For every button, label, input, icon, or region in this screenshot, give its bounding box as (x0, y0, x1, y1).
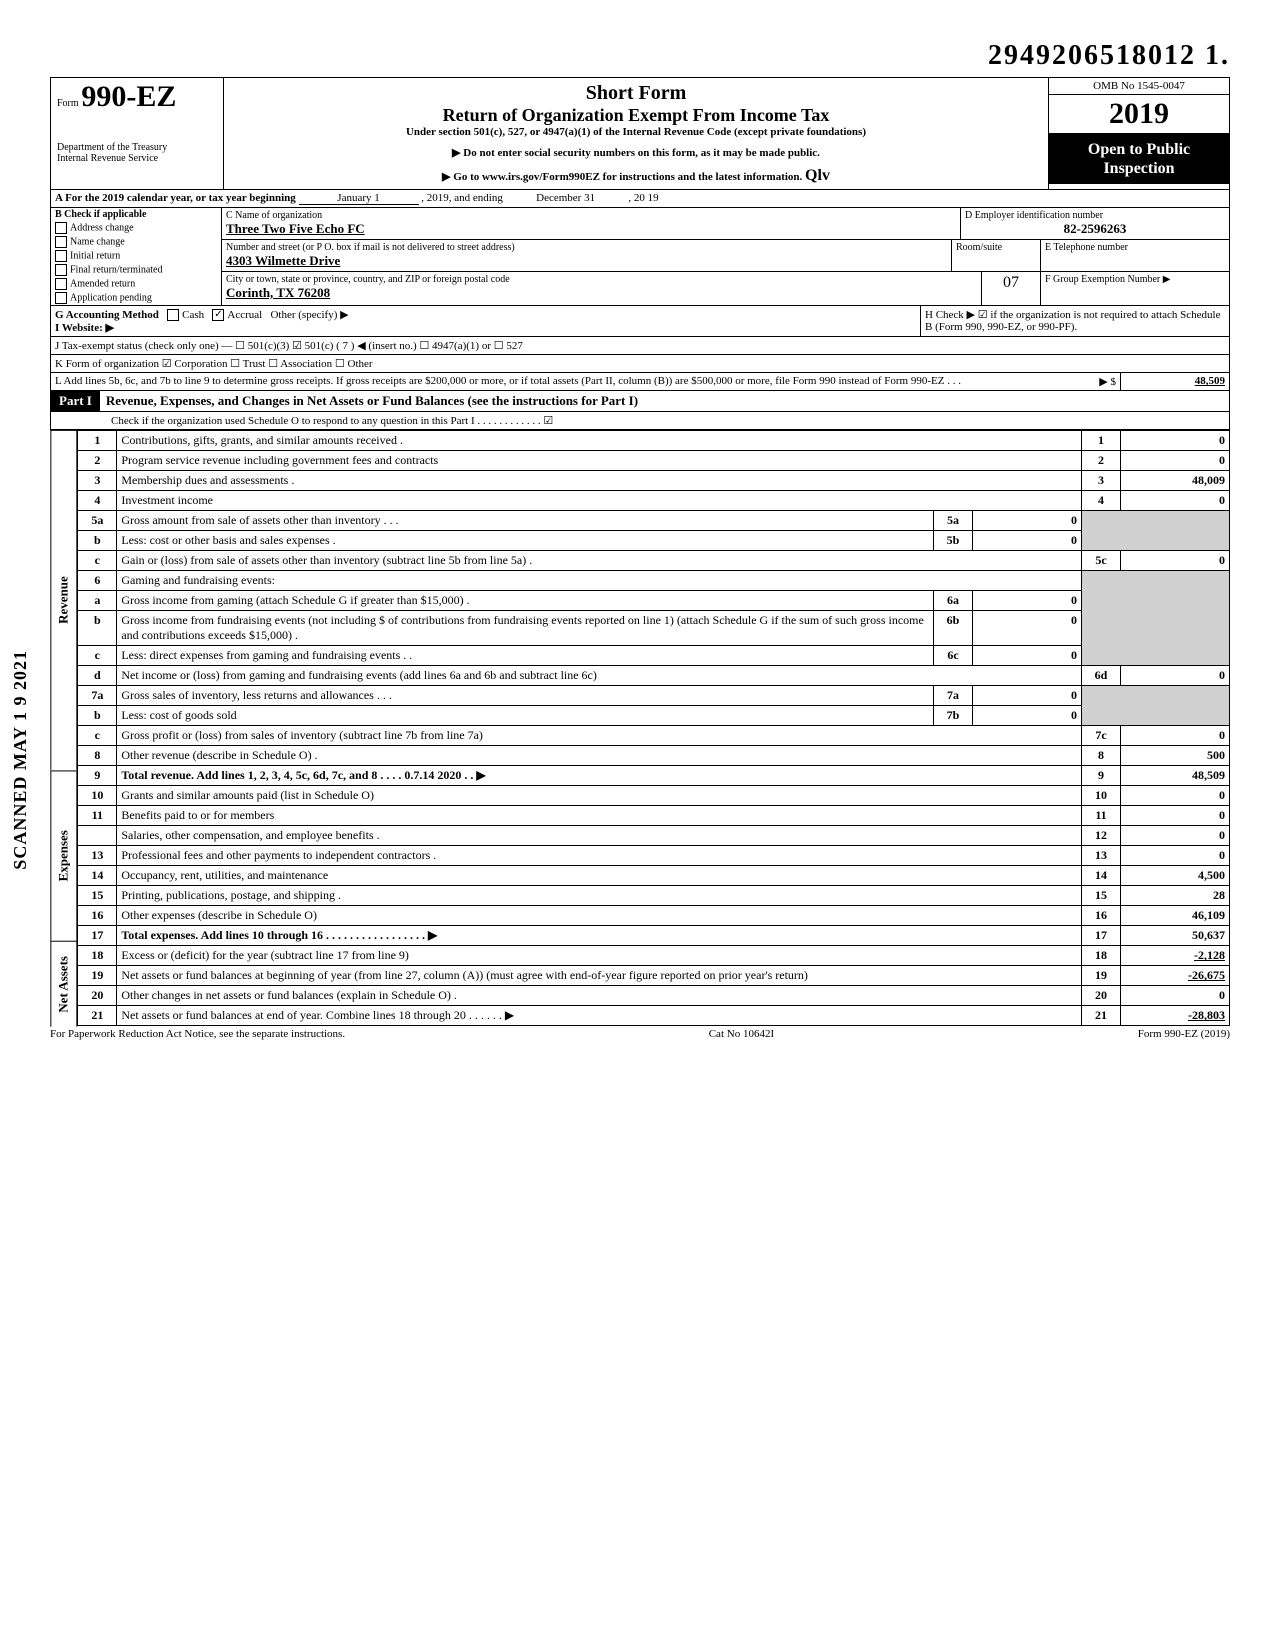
tax-year-end-year: , 20 19 (628, 192, 658, 204)
line-a-label: A For the 2019 calendar year, or tax yea… (55, 192, 296, 204)
section-c-label: C Name of organization (226, 210, 956, 221)
part-1-check: Check if the organization used Schedule … (50, 412, 1230, 430)
label-app-pending: Application pending (70, 292, 152, 303)
subtitle: Under section 501(c), 527, or 4947(a)(1)… (232, 126, 1040, 138)
note-ssn: ▶ Do not enter social security numbers o… (232, 146, 1040, 159)
checkbox-accrual[interactable] (212, 309, 224, 321)
label-final-return: Final return/terminated (70, 264, 162, 275)
checkbox-cash[interactable] (167, 309, 179, 321)
line-a: A For the 2019 calendar year, or tax yea… (50, 190, 1230, 208)
vlabel-expenses: Expenses (50, 770, 77, 940)
ein-value: 82-2596263 (965, 221, 1225, 237)
footer-right: Form 990-EZ (2019) (1138, 1028, 1230, 1040)
line-g-h: G Accounting Method Cash Accrual Other (… (50, 306, 1230, 337)
line-a-mid: , 2019, and ending (421, 192, 503, 204)
footer-left: For Paperwork Reduction Act Notice, see … (50, 1028, 345, 1040)
org-name: Three Two Five Echo FC (226, 221, 956, 237)
city-value: Corinth, TX 76208 (226, 285, 977, 301)
line-i: I Website: ▶ (55, 321, 916, 334)
open-public-badge: Open to Public Inspection (1049, 134, 1229, 184)
title-short-form: Short Form (232, 82, 1040, 105)
tax-year: 2019 (1049, 95, 1229, 134)
form-number: 990-EZ (81, 80, 176, 113)
label-cash: Cash (182, 309, 204, 321)
handwritten-07: 07 (982, 272, 1041, 305)
tax-year-end-month: December 31 (506, 192, 626, 204)
footer-center: Cat No 10642I (709, 1028, 774, 1040)
part-1-body: Revenue Expenses Net Assets 1Contributio… (50, 430, 1230, 1026)
line-l-text: L Add lines 5b, 6c, and 7b to line 9 to … (55, 375, 961, 387)
section-e-label: E Telephone number (1045, 242, 1225, 253)
line-j: J Tax-exempt status (check only one) — ☐… (50, 337, 1230, 355)
checkbox-address-change[interactable] (55, 222, 67, 234)
line-g-label: G Accounting Method (55, 309, 159, 321)
label-other-method: Other (specify) ▶ (270, 309, 348, 321)
city-label: City or town, state or province, country… (226, 274, 977, 285)
label-amended: Amended return (70, 278, 135, 289)
checkbox-amended[interactable] (55, 278, 67, 290)
title-main: Return of Organization Exempt From Incom… (232, 105, 1040, 126)
line-l-amount: 48,509 (1121, 373, 1229, 390)
street-value: 4303 Wilmette Drive (226, 253, 947, 269)
dept-label: Department of the Treasury Internal Reve… (57, 142, 217, 164)
checkbox-app-pending[interactable] (55, 292, 67, 304)
vlabel-revenue: Revenue (50, 430, 77, 770)
part-1-title: Revenue, Expenses, and Changes in Net As… (100, 391, 644, 411)
form-header: Form 990-EZ Department of the Treasury I… (50, 77, 1230, 190)
section-f-label: F Group Exemption Number ▶ (1041, 272, 1229, 305)
checkbox-name-change[interactable] (55, 236, 67, 248)
section-b-header: B Check if applicable (55, 209, 146, 220)
page-footer: For Paperwork Reduction Act Notice, see … (50, 1026, 1230, 1040)
label-name-change: Name change (70, 236, 125, 247)
checkbox-final-return[interactable] (55, 264, 67, 276)
part-1-label: Part I (51, 391, 100, 411)
lines-table: 1Contributions, gifts, grants, and simil… (77, 430, 1230, 1026)
line-l-arrow: ▶ $ (1072, 373, 1121, 390)
line-k: K Form of organization ☑ Corporation ☐ T… (50, 355, 1230, 373)
label-initial-return: Initial return (70, 250, 120, 261)
checkbox-initial-return[interactable] (55, 250, 67, 262)
street-label: Number and street (or P O. box if mail i… (226, 242, 947, 253)
tax-year-begin: January 1 (299, 192, 419, 205)
org-info-block: B Check if applicable Address change Nam… (50, 208, 1230, 306)
line-l: L Add lines 5b, 6c, and 7b to line 9 to … (50, 373, 1230, 391)
label-accrual: Accrual (227, 309, 262, 321)
form-prefix: Form (57, 98, 79, 109)
dln-stamp: 2949206518012 1. (50, 40, 1230, 72)
note-url: ▶ Go to www.irs.gov/Form990EZ for instru… (232, 167, 1040, 185)
line-h: H Check ▶ ☑ if the organization is not r… (921, 306, 1229, 336)
omb-number: OMB No 1545-0047 (1049, 78, 1229, 95)
section-d-label: D Employer identification number (965, 210, 1225, 221)
part-1-header: Part I Revenue, Expenses, and Changes in… (50, 391, 1230, 412)
vlabel-netassets: Net Assets (50, 941, 77, 1027)
room-label: Room/suite (952, 240, 1041, 271)
label-address-change: Address change (70, 222, 134, 233)
scanned-stamp: SCANNED MAY 1 9 2021 (10, 650, 31, 870)
handwritten-initials: Qlv (805, 167, 830, 184)
